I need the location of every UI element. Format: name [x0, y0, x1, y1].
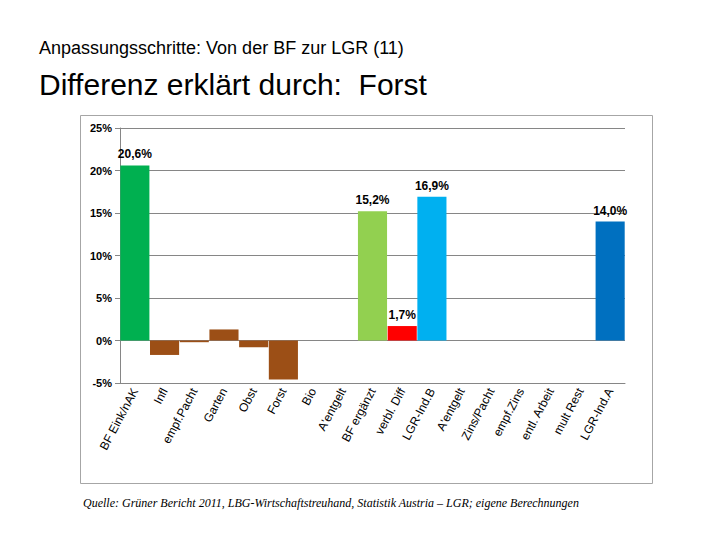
- svg-text:Differenz erklärt durch: Fors: Differenz erklärt durch: Forst: [39, 68, 428, 101]
- svg-text:Bio: Bio: [299, 385, 320, 407]
- svg-text:empf.Zins: empf.Zins: [490, 385, 528, 439]
- svg-text:10%: 10%: [90, 250, 112, 262]
- svg-text:mult Rest: mult Rest: [550, 385, 587, 437]
- svg-text:-5%: -5%: [92, 377, 112, 389]
- svg-text:15%: 15%: [90, 207, 112, 219]
- svg-text:empf.Pacht: empf.Pacht: [160, 385, 201, 446]
- svg-text:Zins/Pacht: Zins/Pacht: [458, 385, 498, 443]
- svg-text:Infl: Infl: [151, 386, 171, 407]
- svg-text:entl. Arbeit: entl. Arbeit: [518, 385, 557, 442]
- svg-text:LGR-Ind.A: LGR-Ind.A: [577, 386, 616, 443]
- svg-text:Anpassungsschritte: Von der BF: Anpassungsschritte: Von der BF zur LGR (…: [39, 38, 404, 58]
- svg-text:A'entgelt: A'entgelt: [433, 385, 468, 434]
- svg-text:Obst: Obst: [236, 385, 261, 415]
- svg-text:15,2%: 15,2%: [355, 193, 389, 207]
- svg-text:1,7%: 1,7%: [389, 308, 417, 322]
- svg-text:14,0%: 14,0%: [593, 204, 627, 218]
- svg-text:A'entgelt: A'entgelt: [314, 385, 349, 434]
- svg-text:LGR-Ind.B: LGR-Ind.B: [399, 386, 438, 443]
- svg-text:20,6%: 20,6%: [118, 147, 152, 161]
- svg-text:25%: 25%: [90, 122, 112, 134]
- svg-text:BF Eink/nAK: BF Eink/nAK: [97, 386, 141, 453]
- svg-text:Forst: Forst: [264, 385, 289, 416]
- svg-text:0%: 0%: [96, 335, 112, 347]
- svg-text:BF ergänzt: BF ergänzt: [339, 385, 379, 444]
- svg-text:16,9%: 16,9%: [415, 179, 449, 193]
- svg-text:20%: 20%: [90, 165, 112, 177]
- svg-text:Garten: Garten: [201, 386, 231, 425]
- svg-text:Quelle: Grüner Bericht 2011, L: Quelle: Grüner Bericht 2011, LBG-Wirtsch…: [83, 496, 579, 510]
- svg-text:verbl. Diff: verbl. Diff: [372, 385, 409, 437]
- svg-text:5%: 5%: [96, 292, 112, 304]
